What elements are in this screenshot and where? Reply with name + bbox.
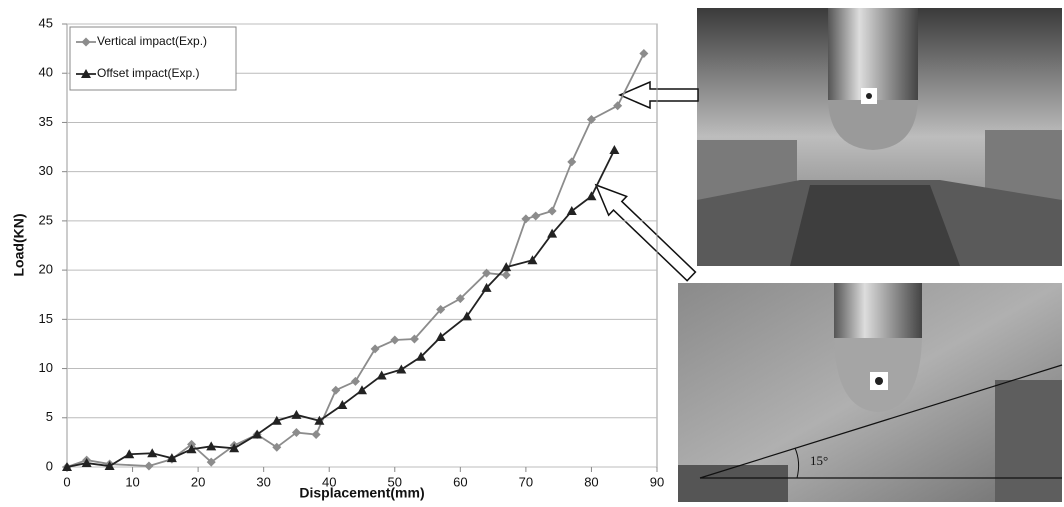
point	[481, 282, 492, 292]
arrow	[618, 80, 699, 110]
x-tick-label: 0	[63, 474, 70, 489]
point	[527, 255, 538, 265]
y-tick-label: 0	[46, 458, 53, 473]
point	[501, 262, 512, 272]
point	[272, 442, 282, 452]
point	[229, 443, 240, 453]
x-tick-label: 50	[388, 474, 402, 489]
point	[531, 211, 541, 221]
y-tick-label: 35	[39, 114, 53, 129]
point	[547, 206, 557, 216]
x-tick-label: 90	[650, 474, 664, 489]
y-tick-label: 15	[39, 311, 53, 326]
photo-vertical	[697, 8, 1062, 266]
y-tick-label: 20	[39, 262, 53, 277]
x-tick-label: 80	[584, 474, 598, 489]
point	[567, 157, 577, 167]
point	[455, 294, 465, 304]
point	[350, 376, 360, 386]
point	[566, 206, 577, 216]
point	[586, 191, 597, 201]
legend-label: Offset impact(Exp.)	[97, 66, 199, 80]
point	[186, 444, 197, 454]
point	[461, 311, 472, 321]
legend: Vertical impact(Exp.) Offset impact(Exp.)	[69, 26, 237, 91]
point	[81, 458, 92, 468]
point	[547, 228, 558, 238]
point	[376, 370, 387, 380]
x-tick-label: 40	[322, 474, 336, 489]
point	[337, 399, 348, 409]
point	[436, 304, 446, 314]
point	[501, 270, 511, 280]
point	[586, 114, 596, 124]
point	[416, 351, 426, 361]
point	[639, 49, 649, 59]
point	[124, 449, 135, 459]
point	[435, 332, 446, 342]
point	[396, 364, 407, 374]
x-tick-label: 10	[125, 474, 139, 489]
y-tick-label: 10	[39, 360, 53, 375]
y-tick-label: 30	[39, 163, 53, 178]
point	[613, 101, 623, 111]
x-tick-label: 60	[453, 474, 467, 489]
point	[62, 462, 72, 471]
y-tick-label: 25	[39, 212, 53, 227]
point	[291, 409, 302, 419]
point	[104, 461, 115, 471]
arrow	[594, 183, 697, 282]
legend-label: Vertical impact(Exp.)	[97, 34, 207, 48]
x-tick-label: 70	[519, 474, 533, 489]
point	[252, 429, 263, 439]
y-axis-title: Load(KN)	[11, 214, 27, 277]
point	[390, 335, 400, 345]
legend-box	[69, 26, 237, 91]
point	[370, 344, 380, 354]
point	[206, 457, 216, 467]
x-tick-label: 20	[191, 474, 205, 489]
chart: Displacement(mm) Load(KN) 0 5 10 15 20 25 30 35…	[11, 15, 665, 500]
point	[521, 214, 531, 224]
y-tick-label: 40	[39, 65, 53, 80]
y-tick-label: 45	[39, 15, 53, 30]
legend-marker	[81, 69, 91, 78]
y-tick-label: 5	[46, 409, 53, 424]
point	[144, 461, 154, 471]
point	[482, 268, 492, 278]
point	[166, 453, 177, 463]
point	[409, 334, 419, 344]
point	[271, 415, 282, 425]
point	[291, 428, 301, 438]
point	[357, 385, 367, 395]
point	[314, 415, 325, 425]
point	[147, 448, 158, 458]
photo-offset: 15°	[678, 283, 1063, 502]
point	[206, 441, 217, 451]
x-tick-label: 30	[256, 474, 270, 489]
point	[331, 385, 341, 395]
series-line	[66, 149, 616, 468]
point	[311, 430, 321, 440]
series-line	[66, 53, 645, 468]
x-axis-title: Displacement(mm)	[299, 485, 424, 501]
point	[609, 145, 620, 155]
angle-label: 15°	[810, 453, 828, 468]
legend-marker	[81, 37, 91, 47]
